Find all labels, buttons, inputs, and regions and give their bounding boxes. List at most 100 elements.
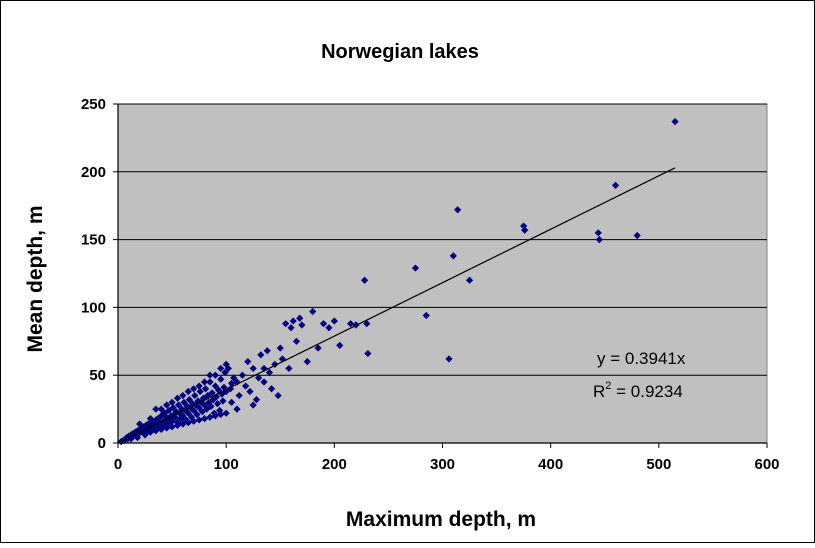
data-point: [336, 341, 344, 349]
data-point: [141, 431, 149, 439]
data-point: [195, 382, 203, 390]
data-point: [303, 358, 311, 366]
data-point: [611, 181, 620, 189]
data-point: [146, 414, 155, 423]
data-point: [168, 423, 176, 431]
data-point: [184, 387, 192, 396]
data-point: [226, 385, 235, 393]
data-point: [157, 405, 165, 413]
data-point: [217, 375, 225, 383]
data-point: [633, 231, 641, 240]
y-tick-250: 250: [81, 96, 106, 113]
data-point: [177, 414, 185, 423]
data-point: [330, 317, 338, 325]
data-point: [465, 276, 474, 284]
r-squared-exponent: 2: [605, 380, 611, 392]
data-point: [276, 344, 284, 352]
data-point: [285, 364, 293, 373]
data-point: [194, 397, 202, 405]
data-point: [346, 320, 355, 328]
data-point: [190, 417, 198, 425]
data-point: [671, 118, 679, 126]
data-point: [203, 405, 211, 413]
data-point: [230, 374, 238, 382]
data-point: [178, 405, 186, 413]
y-tick-50: 50: [89, 367, 106, 384]
data-point: [153, 423, 161, 431]
data-point: [249, 401, 257, 409]
data-point: [233, 405, 241, 413]
x-tick-200: 200: [322, 456, 347, 473]
data-point: [179, 391, 187, 400]
data-point: [244, 358, 252, 366]
data-point: [184, 419, 192, 427]
data-point: [521, 226, 529, 234]
data-point: [454, 206, 462, 214]
data-point: [222, 360, 230, 368]
data-point: [364, 349, 372, 358]
data-point: [193, 410, 201, 419]
x-tick-100: 100: [214, 456, 239, 473]
data-point: [173, 421, 182, 429]
data-point: [190, 385, 198, 393]
data-point: [224, 364, 232, 373]
data-point: [198, 408, 206, 416]
x-tick-labels: 0 100 200 300 400 500 600: [114, 456, 780, 473]
data-point: [217, 410, 225, 419]
data-point: [204, 391, 212, 400]
trendline-equation: y = 0.3941x: [597, 349, 686, 368]
data-point: [171, 413, 179, 421]
x-tick-600: 600: [754, 456, 779, 473]
data-point: [187, 413, 196, 421]
data-point: [163, 424, 171, 432]
data-point: [179, 412, 187, 420]
y-tick-150: 150: [81, 232, 106, 249]
data-point: [296, 314, 304, 322]
data-point: [265, 368, 274, 377]
data-point: [242, 382, 250, 390]
data-point: [174, 401, 183, 409]
data-point: [152, 405, 160, 413]
data-point: [206, 413, 214, 421]
data-point: [180, 398, 188, 406]
data-point: [422, 311, 430, 320]
data-point: [191, 391, 199, 400]
data-point: [209, 396, 217, 404]
data-point: [213, 400, 222, 408]
data-point: [445, 355, 453, 363]
data-point: [411, 264, 420, 272]
data-point: [260, 378, 268, 386]
data-point: [361, 276, 369, 284]
data-point: [206, 371, 214, 379]
data-point: [252, 396, 261, 404]
x-tick-400: 400: [538, 456, 563, 473]
data-point: [214, 386, 223, 394]
data-point: [200, 378, 209, 386]
data-point: [190, 406, 198, 415]
data-point: [146, 428, 155, 436]
data-point: [195, 416, 203, 424]
data-point: [257, 351, 265, 359]
x-tick-500: 500: [646, 456, 671, 473]
data-point: [289, 317, 297, 325]
r-squared-value: = 0.9234: [611, 382, 682, 401]
data-point: [184, 409, 192, 417]
data-point: [208, 389, 216, 397]
data-point: [292, 337, 301, 345]
data-point: [217, 364, 225, 373]
data-point: [238, 371, 246, 379]
x-tick-0: 0: [114, 456, 122, 473]
y-tick-0: 0: [98, 435, 106, 452]
y-tick-200: 200: [81, 164, 106, 181]
data-point: [325, 324, 333, 332]
data-point: [221, 368, 229, 377]
data-point: [227, 398, 236, 406]
y-tick-100: 100: [81, 299, 106, 316]
data-point: [173, 394, 182, 402]
data-point: [168, 398, 176, 406]
data-point: [211, 371, 219, 379]
data-point: [260, 364, 268, 373]
data-point: [185, 396, 193, 404]
data-point: [287, 324, 295, 332]
data-point: [449, 252, 457, 260]
